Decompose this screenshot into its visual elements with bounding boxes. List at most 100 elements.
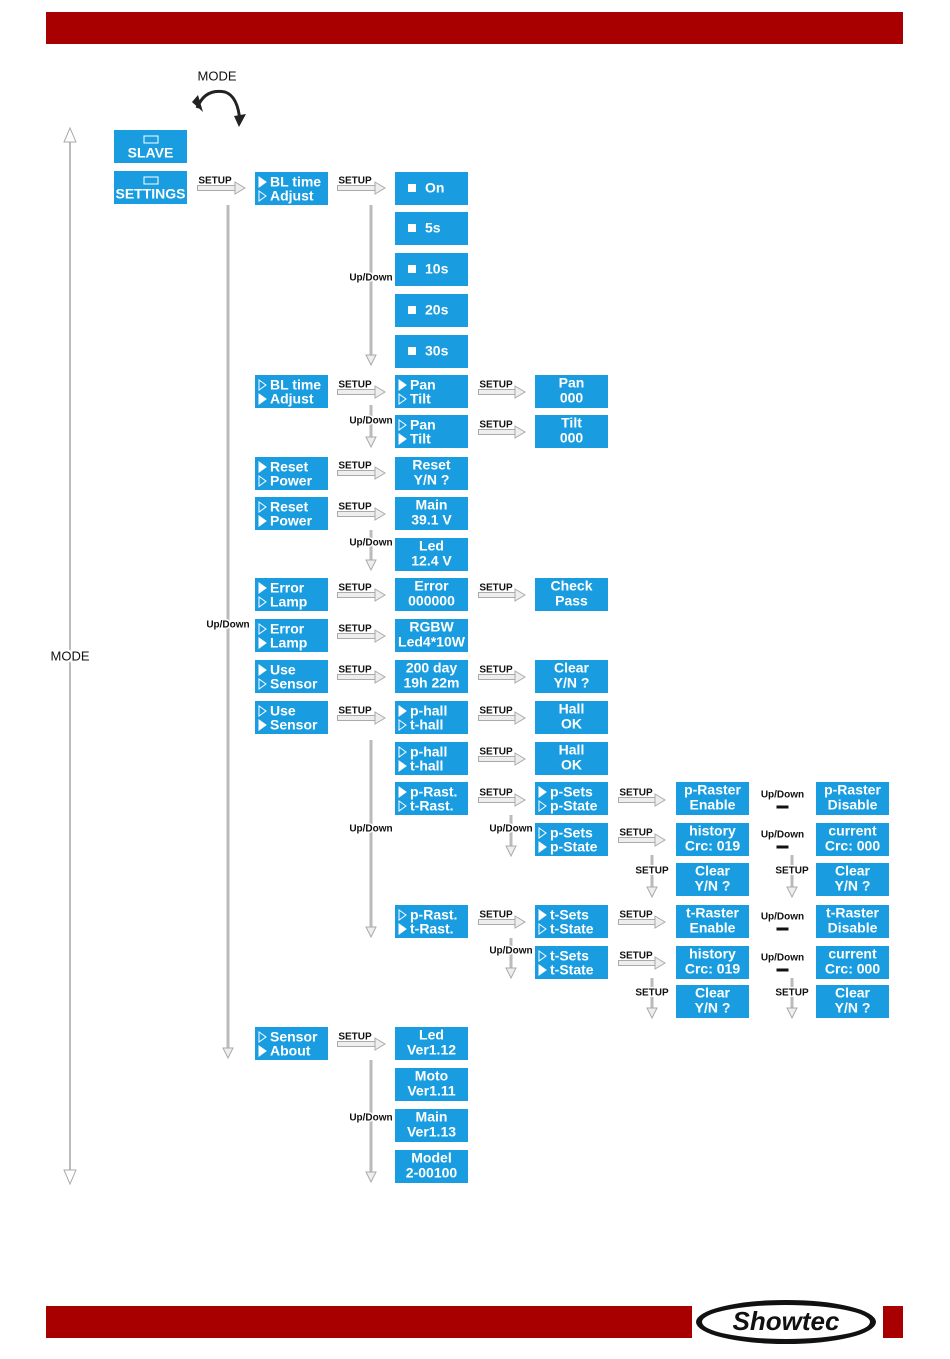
box-text: Moto [415, 1068, 448, 1084]
connector-label: SETUP [479, 706, 513, 717]
box-text: history [689, 823, 736, 839]
box-text: Clear [695, 985, 731, 1001]
box-text: history [689, 946, 736, 962]
box-text: 000 [560, 430, 584, 446]
arrow-head [365, 559, 377, 572]
arrow-head [374, 1037, 386, 1051]
box-text: 30s [425, 343, 449, 359]
box-marker [408, 224, 416, 232]
box-text: Pass [555, 593, 588, 609]
box-text: t-Rast. [410, 798, 454, 814]
box-marker [258, 623, 267, 635]
menu-box [535, 375, 608, 408]
box-text: 10s [425, 261, 449, 277]
box-text: Led [419, 1027, 444, 1043]
box-text: p-Rast. [410, 907, 457, 923]
arrow-head [514, 793, 526, 807]
menu-box [535, 946, 608, 979]
box-text: t-State [550, 962, 594, 978]
arrow-head [786, 886, 798, 899]
box-text: Clear [835, 985, 871, 1001]
box-text: Adjust [270, 188, 314, 204]
arrow-head [374, 670, 386, 684]
box-text: Led [419, 538, 444, 554]
box-marker [538, 909, 547, 921]
menu-box [395, 1150, 468, 1183]
box-text: Y/N ? [554, 675, 590, 691]
menu-box [255, 619, 328, 652]
connector-label: Up/Down [349, 538, 392, 549]
box-text: Crc: 000 [825, 961, 880, 977]
menu-box [395, 660, 468, 693]
box-text: Y/N ? [695, 878, 731, 894]
box-text: p-Sets [550, 784, 593, 800]
box-text: t-Raster [686, 905, 739, 921]
menu-box [395, 497, 468, 530]
connector-label: SETUP [479, 747, 513, 758]
connector-label: Up/Down [761, 830, 804, 841]
box-marker [258, 461, 267, 473]
box-text: p-Sets [550, 825, 593, 841]
box-text: Use [270, 703, 296, 719]
box-text: t-State [550, 921, 594, 937]
box-text: Clear [554, 660, 590, 676]
box-icon [143, 176, 159, 185]
box-marker [538, 786, 547, 798]
arrow-head [514, 752, 526, 766]
box-text: Pan [410, 377, 436, 393]
menu-box [395, 782, 468, 815]
arrow-head [365, 926, 377, 939]
connector-label: SETUP [338, 1032, 372, 1043]
arrow-head [505, 845, 517, 858]
connector-label: Up/Down [349, 824, 392, 835]
arrow-head [234, 181, 246, 195]
menu-box [816, 985, 889, 1018]
box-marker [398, 923, 407, 935]
connector-label: SETUP [619, 828, 653, 839]
arrow-head [514, 670, 526, 684]
connector-label: SETUP [775, 866, 809, 877]
arrow-head [374, 181, 386, 195]
box-text: 5s [425, 220, 441, 236]
box-text: Sensor [270, 1029, 318, 1045]
connector-label: SETUP [338, 176, 372, 187]
menu-box [535, 742, 608, 775]
box-marker [538, 964, 547, 976]
box-text: Disable [828, 920, 878, 936]
box-text: t-Rast. [410, 921, 454, 937]
box-text: Error [270, 580, 305, 596]
box-marker [538, 950, 547, 962]
box-text: Adjust [270, 391, 314, 407]
box-text: SLAVE [128, 145, 174, 161]
connector-label: Up/Down [349, 273, 392, 284]
arrow-head [654, 793, 666, 807]
connector-label: SETUP [479, 910, 513, 921]
box-text: 000000 [408, 593, 455, 609]
box-text: p-hall [410, 703, 447, 719]
box-text: About [270, 1043, 311, 1059]
box-marker [258, 678, 267, 690]
connectors: SETUP SETUP Up/Down SETUP SETUP Up/Down SETUP S… [197, 174, 810, 1184]
box-text: Use [270, 662, 296, 678]
menu-box [395, 457, 468, 490]
connector-label: Up/Down [349, 1113, 392, 1124]
box-marker [538, 827, 547, 839]
connector-label: Up/Down [761, 953, 804, 964]
box-text: Crc: 019 [685, 838, 740, 854]
box-text: Power [270, 473, 313, 489]
arrow-head [365, 1171, 377, 1184]
box-text: 12.4 V [411, 553, 452, 569]
box-marker [258, 664, 267, 676]
arrow-head [514, 915, 526, 929]
box-text: 19h 22m [403, 675, 459, 691]
arrow-head [374, 711, 386, 725]
box-text: Reset [270, 499, 308, 515]
menu-box [676, 985, 749, 1018]
box-text: Sensor [270, 717, 318, 733]
menu-box [395, 294, 468, 327]
box-text: RGBW [409, 619, 454, 635]
box-marker [398, 909, 407, 921]
box-marker [538, 841, 547, 853]
box-text: SETTINGS [115, 186, 185, 202]
